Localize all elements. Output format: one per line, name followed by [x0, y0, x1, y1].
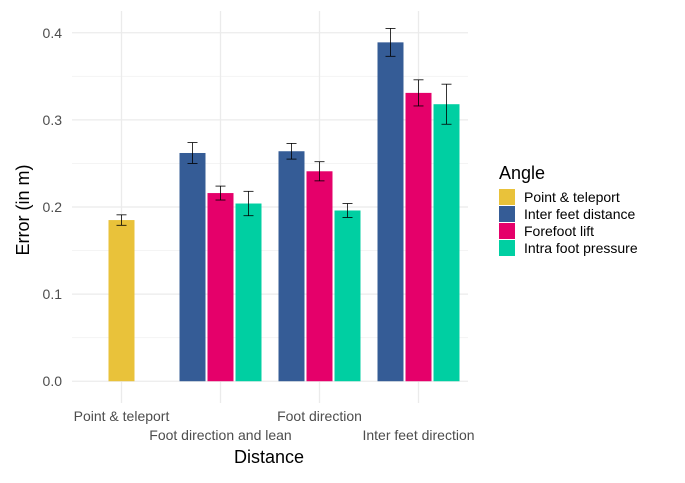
bar	[405, 92, 432, 382]
bar	[433, 104, 460, 382]
legend-key	[499, 240, 515, 256]
legend-label: Inter feet distance	[524, 206, 636, 222]
bar	[179, 152, 206, 382]
bar	[278, 151, 305, 382]
x-tick-label: Foot direction	[277, 408, 362, 424]
bar	[334, 210, 361, 382]
bar	[306, 171, 333, 382]
legend-key	[499, 189, 515, 205]
bar	[108, 220, 135, 382]
y-tick-label: 0.4	[43, 25, 63, 41]
y-tick-label: 0.1	[43, 286, 63, 302]
bars	[108, 42, 460, 382]
y-tick-label: 0.3	[43, 112, 63, 128]
x-tick-labels: Point & teleport Foot direction and lean F…	[74, 408, 475, 443]
y-tick-label: 0.0	[43, 373, 63, 389]
legend-label: Point & teleport	[524, 189, 620, 205]
error-bars	[116, 28, 452, 226]
y-tick-label: 0.2	[43, 199, 63, 215]
legend-label: Intra foot pressure	[524, 240, 638, 256]
x-axis-title: Distance	[234, 447, 304, 467]
x-tick-label: Foot direction and lean	[149, 427, 291, 443]
legend-key	[499, 206, 515, 222]
bar	[235, 203, 262, 382]
bar	[207, 193, 234, 382]
x-tick-label: Point & teleport	[74, 408, 170, 424]
y-axis-title: Error (in m)	[13, 165, 33, 256]
legend-key	[499, 223, 515, 239]
x-tick-label: Inter feet direction	[362, 427, 474, 443]
legend-label: Forefoot lift	[524, 223, 594, 239]
y-tick-labels: 0.0 0.1 0.2 0.3 0.4	[43, 25, 63, 389]
bar	[377, 42, 404, 382]
legend-title: Angle	[499, 163, 545, 183]
